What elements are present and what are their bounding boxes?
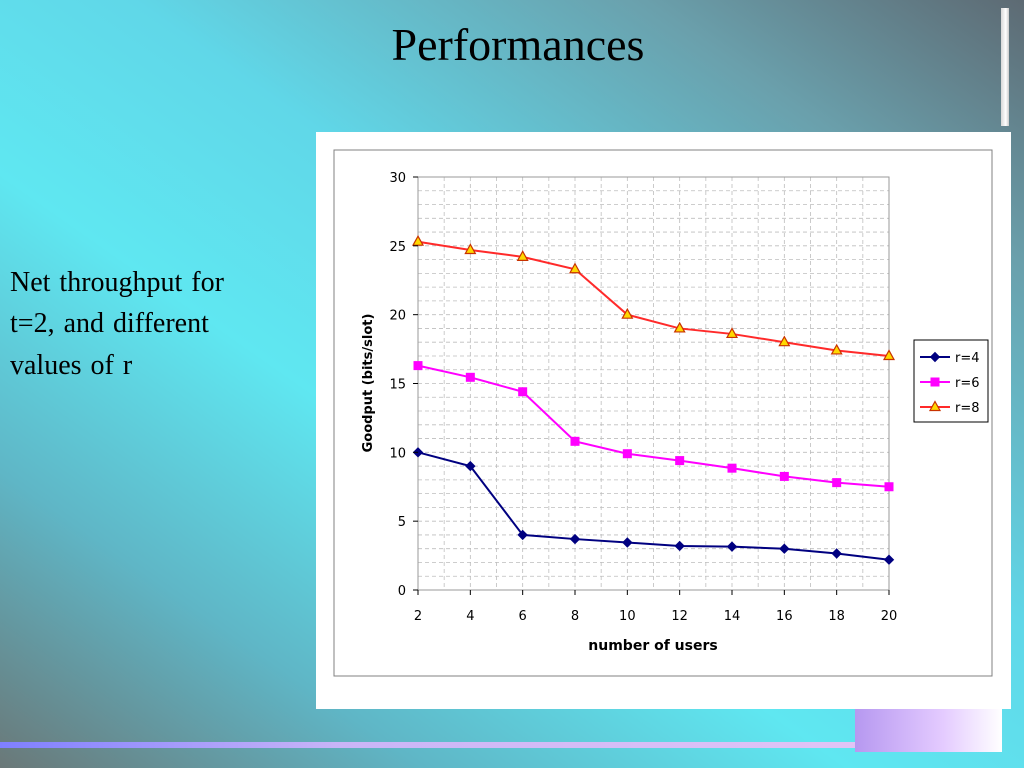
data-point [516,250,529,261]
body-line: Net throughput for [10,267,224,298]
data-point [464,243,477,255]
chart-legend: r=4 r=6 r=8 [913,339,989,423]
legend-label: r=8 [955,401,980,416]
data-point [674,540,685,552]
y-tick-label: 15 [389,378,406,393]
legend-label: r=6 [955,376,980,391]
series-line-r-6 [417,364,890,488]
data-point [465,372,475,382]
x-tick-label: 6 [519,609,527,624]
data-point [413,361,423,371]
series-line-r-4 [417,451,890,561]
data-point [622,449,632,459]
data-point [411,234,425,246]
decorative-bottom-line [0,742,855,748]
data-point [622,537,633,548]
data-point [830,343,843,355]
data-point [832,478,842,488]
x-axis-label: number of users [588,638,717,654]
legend-marker [928,400,942,412]
data-point [779,471,789,481]
data-point [570,436,580,446]
y-tick-label: 10 [389,446,406,461]
x-tick-label: 16 [776,609,793,624]
data-point [778,335,791,347]
x-tick-label: 20 [881,609,898,624]
chart-panel: 0 5 10 15 20 25 30 2 4 6 8 10 12 14 16 18 20 number of u… [316,132,1011,709]
x-tick-label: 10 [619,609,636,624]
data-point [884,482,894,492]
y-tick-label: 5 [398,515,406,530]
legend-marker [930,377,940,387]
x-tick-label: 12 [671,609,688,624]
data-point [779,543,790,554]
data-point [673,321,686,333]
decorative-bar [1001,8,1009,126]
series-line-r-8 [417,240,890,357]
data-point [725,327,739,339]
slide-body-text: Net throughput for t=2, and different va… [10,262,316,386]
x-tick-label: 14 [724,609,741,624]
slide-title: Performances [391,19,645,70]
data-point [569,533,581,545]
data-point [831,548,842,559]
data-point [517,529,528,541]
x-tick-label: 8 [571,609,579,624]
goodput-chart: 0 5 10 15 20 25 30 2 4 6 8 10 12 14 16 18 20 number of u… [333,149,993,677]
data-point [727,463,737,473]
y-axis-label: Goodput (bits/slot) [361,314,376,453]
data-point [465,460,476,472]
body-line: t=2, and different [10,308,209,340]
x-tick-label: 2 [414,609,422,624]
x-tick-label: 18 [828,609,845,624]
y-tick-label: 25 [389,240,406,255]
y-tick-label: 20 [389,309,406,324]
legend-label: r=4 [955,351,980,366]
legend-marker [929,351,941,363]
data-point [621,307,634,319]
x-tick-label: 4 [466,609,474,624]
data-point [675,456,685,466]
y-tick-label: 0 [398,584,406,599]
data-point [518,387,528,397]
decorative-corner-block [855,709,1002,752]
body-line: values of r [10,349,133,381]
data-point [726,541,738,552]
data-point [568,262,582,274]
y-tick-label: 30 [389,171,406,186]
data-point [883,554,895,565]
data-point [882,349,896,361]
